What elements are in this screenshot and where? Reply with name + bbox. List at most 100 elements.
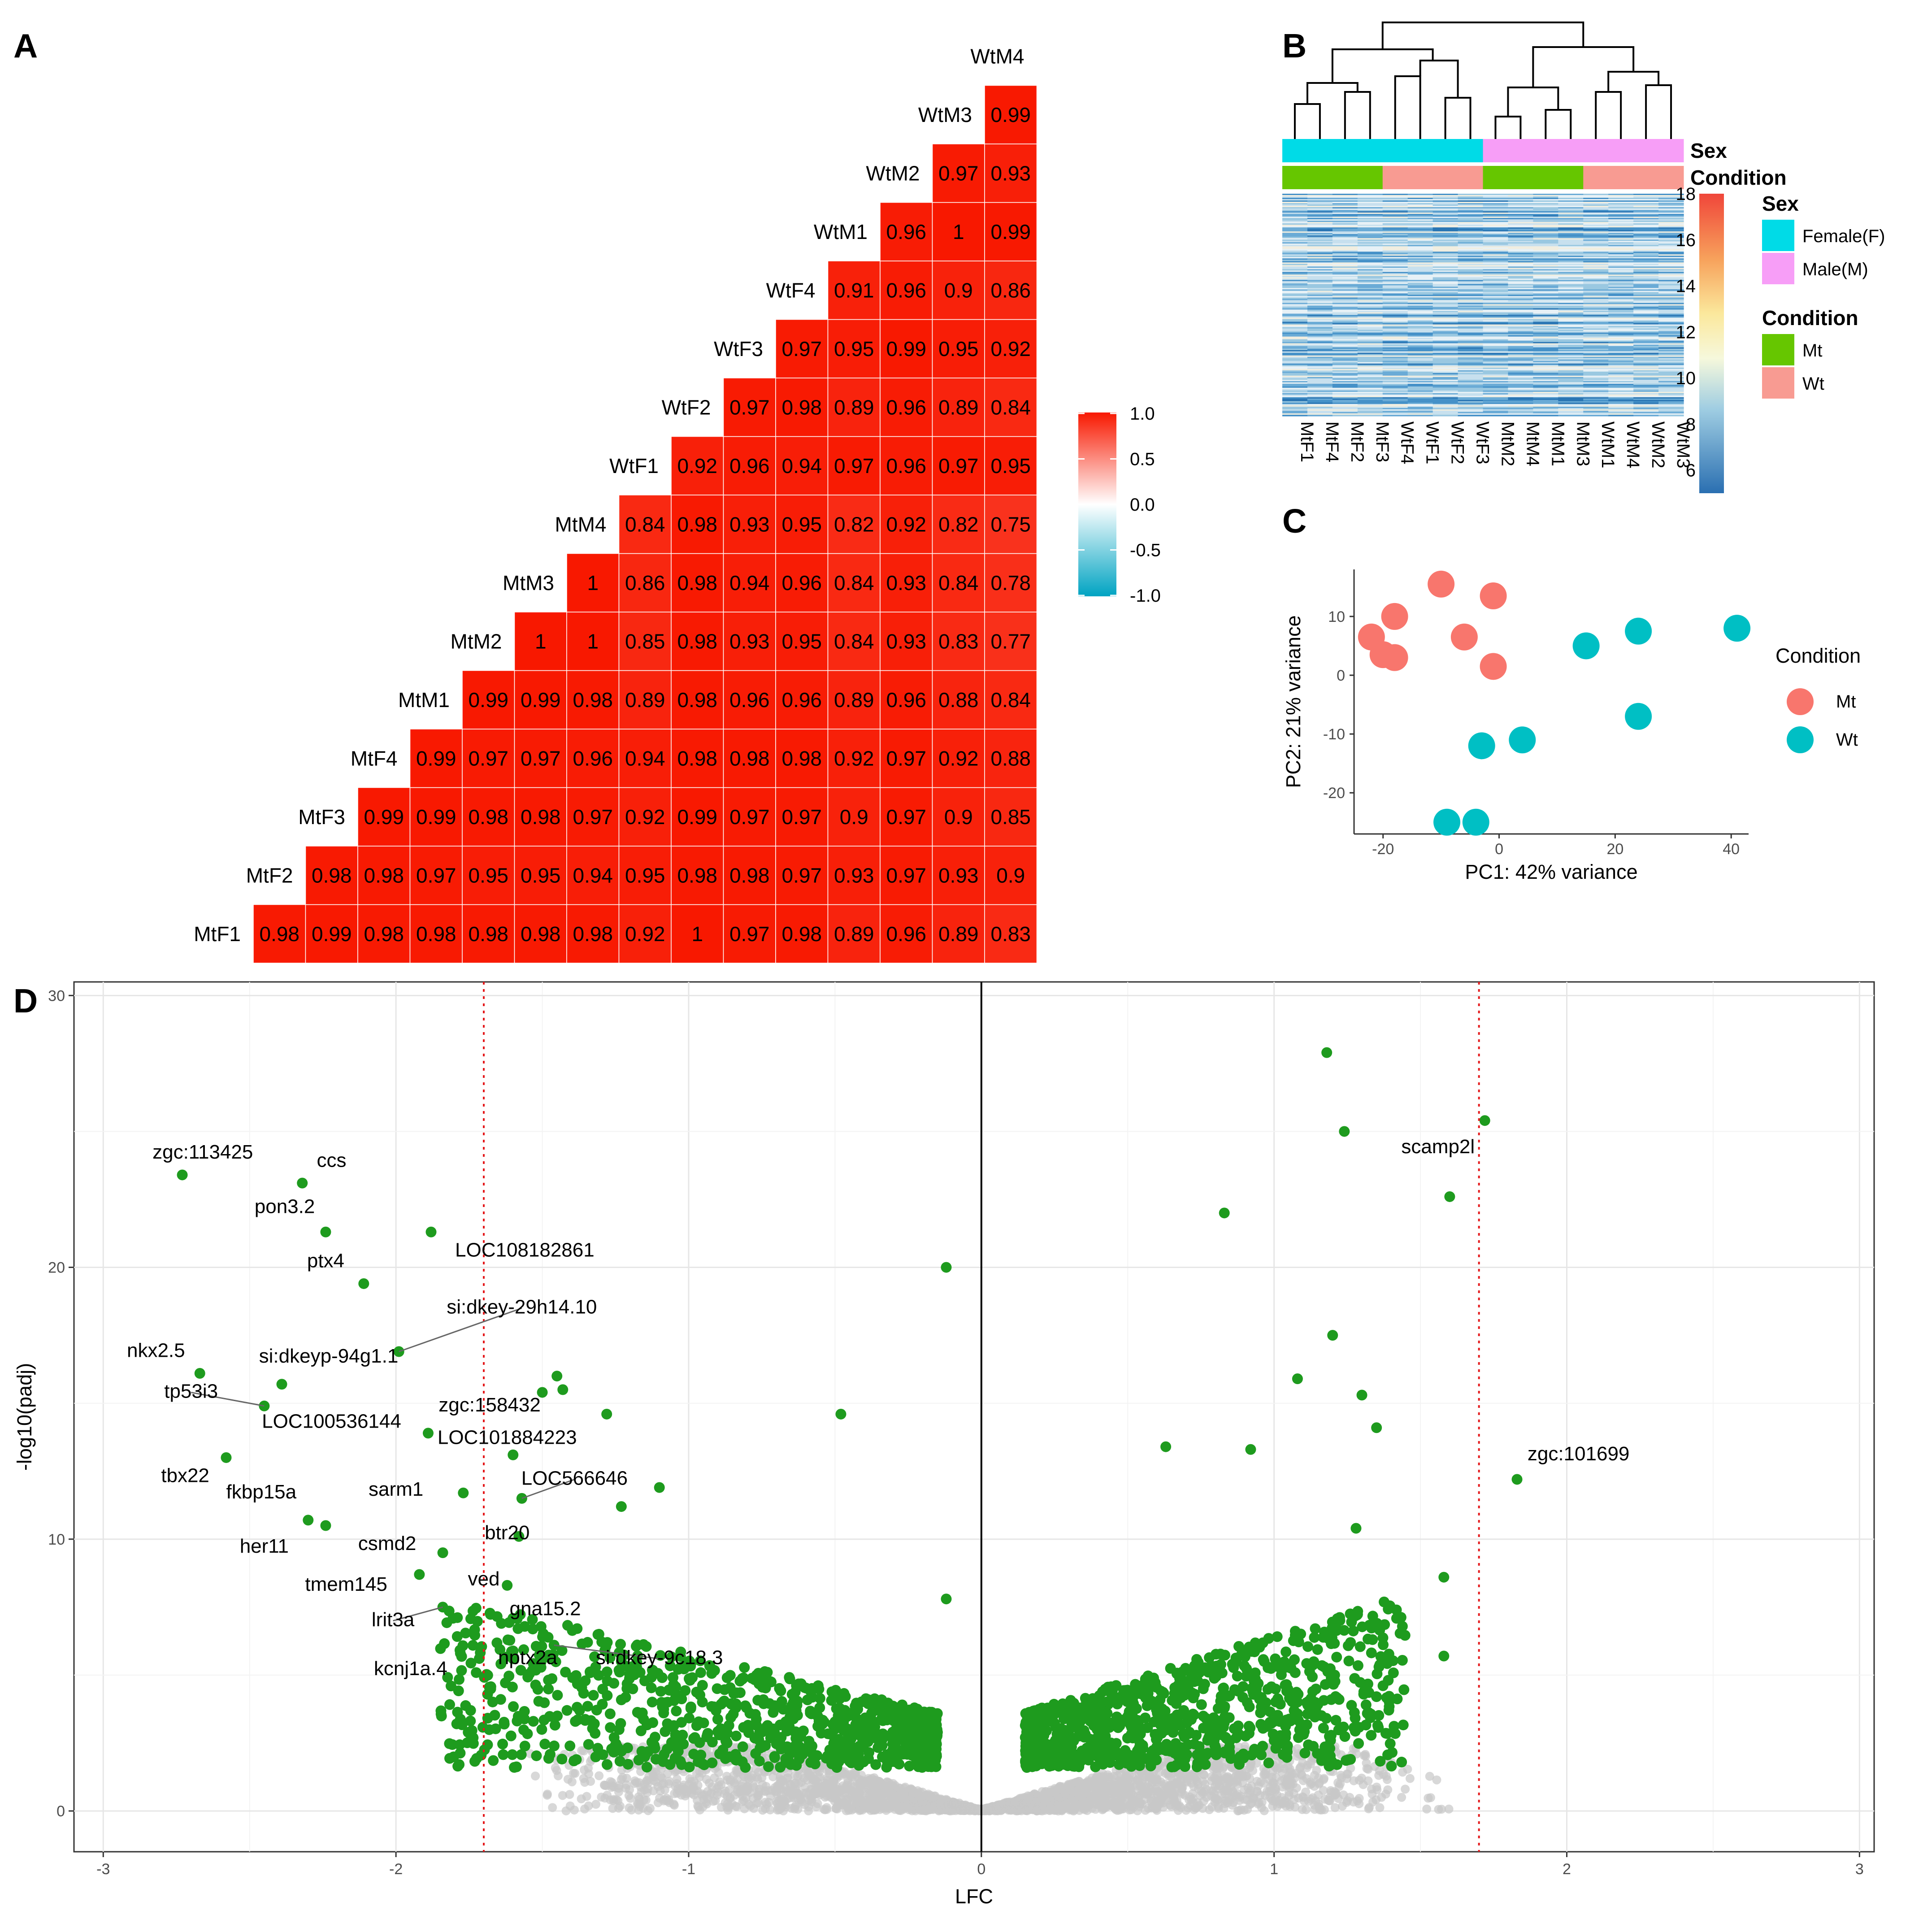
heatmap-column-label: WtF3 bbox=[1473, 421, 1493, 465]
expression-cell bbox=[1432, 221, 1459, 222]
expression-cell bbox=[1658, 371, 1684, 373]
sex-annotation-cell bbox=[1658, 139, 1684, 162]
expression-cell bbox=[1407, 309, 1433, 312]
expression-cell bbox=[1332, 313, 1358, 316]
expression-cell bbox=[1332, 285, 1358, 287]
expression-cell bbox=[1357, 246, 1383, 248]
expression-cell bbox=[1458, 385, 1484, 387]
expression-cell bbox=[1483, 389, 1509, 391]
expression-cell bbox=[1533, 233, 1558, 234]
expression-cell bbox=[1357, 252, 1383, 253]
expression-cell bbox=[1432, 390, 1459, 392]
expression-cell bbox=[1307, 278, 1333, 280]
nonsig-point bbox=[625, 1803, 634, 1813]
expression-cell bbox=[1307, 378, 1333, 380]
expression-cell bbox=[1458, 307, 1484, 309]
expression-cell bbox=[1382, 381, 1408, 383]
expression-cell bbox=[1382, 231, 1408, 233]
expression-cell bbox=[1357, 375, 1383, 378]
expression-cell bbox=[1533, 199, 1558, 201]
expression-cell bbox=[1282, 327, 1308, 329]
expression-cell bbox=[1608, 262, 1634, 264]
expression-cell bbox=[1282, 399, 1308, 402]
corr-cell-label: 0.99 bbox=[990, 220, 1031, 243]
expression-cell bbox=[1658, 292, 1684, 294]
expression-cell bbox=[1332, 374, 1358, 376]
expression-cell bbox=[1407, 350, 1433, 352]
expression-cell bbox=[1307, 367, 1333, 369]
expression-cell bbox=[1307, 365, 1333, 367]
expression-cell bbox=[1558, 233, 1584, 234]
expression-cell bbox=[1332, 202, 1358, 204]
expression-cell bbox=[1458, 381, 1484, 383]
expression-cell bbox=[1357, 404, 1383, 406]
expression-cell bbox=[1558, 276, 1584, 278]
expression-cell bbox=[1608, 369, 1634, 371]
expression-cell bbox=[1407, 360, 1433, 363]
expression-cell bbox=[1483, 274, 1509, 276]
corr-cell bbox=[984, 787, 1037, 847]
expression-cell bbox=[1432, 296, 1459, 298]
expression-cell bbox=[1332, 386, 1358, 388]
expression-cell bbox=[1633, 313, 1659, 316]
expression-cell bbox=[1583, 217, 1609, 218]
expression-cell bbox=[1483, 340, 1509, 343]
expression-cell bbox=[1633, 258, 1659, 260]
expression-cell bbox=[1533, 394, 1558, 396]
expression-cell bbox=[1608, 206, 1634, 208]
expression-cell bbox=[1407, 257, 1433, 259]
dendrogram-branch bbox=[1507, 87, 1559, 117]
expression-cell bbox=[1282, 371, 1308, 373]
expression-cell bbox=[1432, 256, 1459, 257]
expression-cell bbox=[1432, 288, 1459, 290]
expression-cell bbox=[1357, 343, 1383, 345]
expression-cell bbox=[1382, 194, 1408, 195]
expression-cell bbox=[1432, 223, 1459, 225]
expression-cell bbox=[1458, 230, 1484, 232]
expression-cell bbox=[1332, 217, 1358, 218]
expression-cell bbox=[1633, 340, 1659, 343]
expression-cell bbox=[1558, 198, 1584, 200]
expression-cell bbox=[1307, 253, 1333, 255]
expression-cell bbox=[1583, 221, 1609, 222]
corr-cell-label: 0.86 bbox=[990, 278, 1031, 302]
expression-cell bbox=[1658, 242, 1684, 244]
panel-label-c: C bbox=[1282, 502, 1307, 540]
expression-cell bbox=[1332, 347, 1358, 349]
expression-cell bbox=[1583, 324, 1609, 326]
expression-cell bbox=[1432, 308, 1459, 310]
expression-cell bbox=[1332, 262, 1358, 264]
expression-cell bbox=[1382, 219, 1408, 221]
nonsig-point bbox=[531, 1771, 540, 1781]
expression-cell bbox=[1508, 273, 1533, 275]
expression-cell bbox=[1508, 289, 1533, 291]
expression-cell bbox=[1633, 319, 1659, 321]
expression-cell bbox=[1658, 390, 1684, 392]
expression-cell bbox=[1382, 237, 1408, 239]
expression-cell bbox=[1432, 239, 1459, 241]
expression-cell bbox=[1508, 316, 1533, 318]
expression-cell bbox=[1558, 386, 1584, 388]
expression-cell bbox=[1332, 305, 1358, 308]
expression-cell bbox=[1558, 289, 1584, 291]
expression-cell bbox=[1633, 277, 1659, 279]
expression-cell bbox=[1458, 200, 1484, 202]
nonsig-point bbox=[582, 1792, 591, 1801]
expression-cell bbox=[1633, 391, 1659, 394]
expression-cell bbox=[1533, 320, 1558, 322]
corr-cell bbox=[932, 729, 985, 788]
expression-cell bbox=[1458, 210, 1484, 212]
expression-cell bbox=[1382, 395, 1408, 398]
corr-cell bbox=[671, 495, 724, 554]
expression-cell bbox=[1357, 196, 1383, 198]
expression-cell bbox=[1382, 217, 1408, 218]
expression-cell bbox=[1558, 343, 1584, 345]
pca-point-mt bbox=[1381, 644, 1408, 671]
expression-cell bbox=[1307, 348, 1333, 351]
expression-cell bbox=[1282, 316, 1308, 318]
expression-cell bbox=[1458, 222, 1484, 224]
expression-cell bbox=[1357, 266, 1383, 268]
expression-cell bbox=[1332, 399, 1358, 402]
expression-cell bbox=[1307, 223, 1333, 225]
